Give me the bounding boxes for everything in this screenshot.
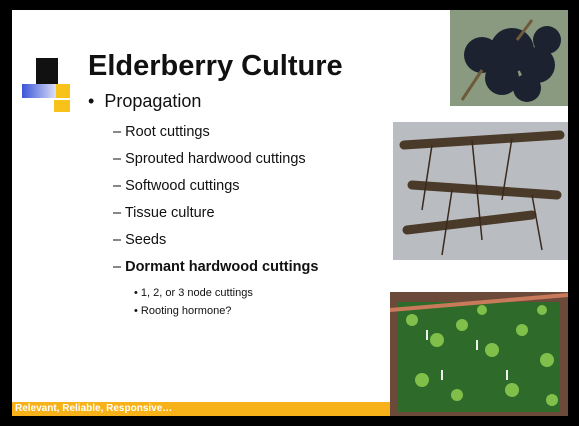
footer: Relevant, Reliable, Responsive… bbox=[12, 402, 390, 416]
list-item: – Root cuttings bbox=[113, 124, 210, 140]
item-text: Rooting hormone? bbox=[140, 305, 232, 317]
sub-item: • Rooting hormone? bbox=[134, 305, 232, 317]
item-text: Root cuttings bbox=[125, 124, 210, 140]
sub-item: • 1, 2, or 3 node cuttings bbox=[134, 287, 253, 299]
list-item: – Tissue culture bbox=[113, 205, 215, 221]
bullet: • Propagation bbox=[88, 91, 202, 111]
item-text: Sprouted hardwood cuttings bbox=[125, 151, 306, 167]
list-item: – Seeds bbox=[113, 232, 167, 248]
item-text: Dormant hardwood cuttings bbox=[125, 259, 319, 275]
item-text: 1, 2, or 3 node cuttings bbox=[140, 287, 253, 299]
decoration bbox=[22, 10, 568, 416]
list-item: – Softwood cuttings bbox=[113, 178, 240, 194]
list-item: – Dormant hardwood cuttings bbox=[113, 259, 319, 275]
list-item: – Sprouted hardwood cuttings bbox=[113, 151, 306, 167]
item-text: Seeds bbox=[125, 232, 167, 248]
bullet-text: Propagation bbox=[104, 91, 202, 111]
slide-title: Elderberry Culture bbox=[88, 50, 343, 82]
item-text: Softwood cuttings bbox=[125, 178, 240, 194]
item-text: Tissue culture bbox=[124, 205, 215, 221]
slide: Elderberry Culture • Propagation – Root … bbox=[12, 10, 568, 416]
